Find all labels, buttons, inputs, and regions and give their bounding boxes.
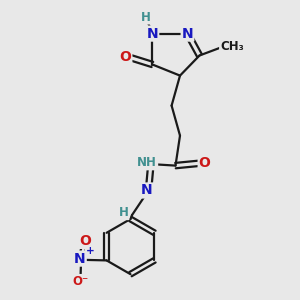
Text: O: O bbox=[119, 50, 131, 64]
Text: +: + bbox=[86, 246, 94, 256]
Text: O: O bbox=[79, 234, 91, 248]
Text: H: H bbox=[141, 11, 151, 24]
Text: N: N bbox=[182, 27, 193, 40]
Text: NH: NH bbox=[137, 156, 157, 170]
Text: N: N bbox=[74, 252, 86, 266]
Text: O: O bbox=[199, 156, 211, 170]
Text: H: H bbox=[119, 206, 128, 219]
Text: N: N bbox=[147, 27, 158, 40]
Text: CH₃: CH₃ bbox=[220, 40, 244, 53]
Text: N: N bbox=[141, 184, 153, 197]
Text: O⁻: O⁻ bbox=[72, 275, 88, 288]
